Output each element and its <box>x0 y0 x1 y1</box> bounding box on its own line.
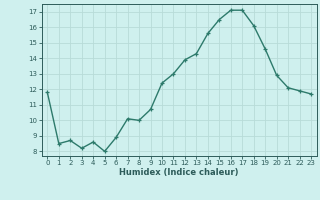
X-axis label: Humidex (Indice chaleur): Humidex (Indice chaleur) <box>119 168 239 177</box>
